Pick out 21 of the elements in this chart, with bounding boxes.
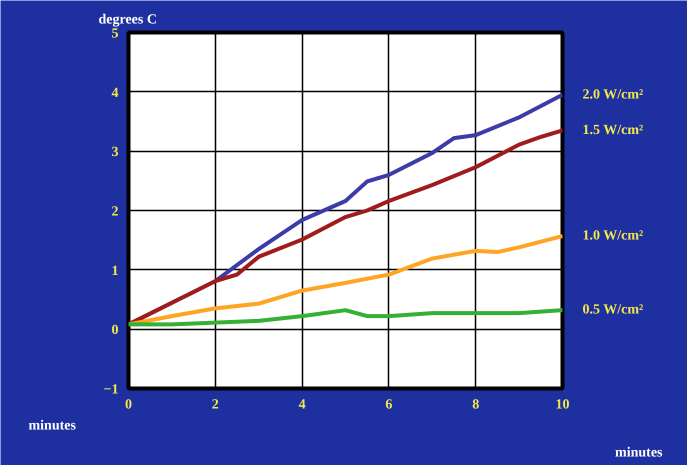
text: minutes <box>615 446 663 460</box>
y-tick-label: 3 <box>112 145 118 160</box>
series-label: 0.5 W/cm² <box>582 302 644 318</box>
x-tick-label: 2 <box>212 398 219 412</box>
line-series <box>128 308 562 326</box>
x-axis-title: minutes <box>28 418 76 434</box>
series-label: 1.5 W/cm² <box>582 122 644 138</box>
x-tick-label: 10 <box>556 398 570 412</box>
y-tick-label: 5 <box>112 26 118 42</box>
y-tick-label: −1 <box>104 382 119 398</box>
x-tick-label: 6 <box>385 398 392 412</box>
y-tick-label: 1 <box>112 264 118 279</box>
y-tick-label: 0 <box>112 323 118 338</box>
x-tick-label: 0 <box>125 398 132 412</box>
y-tick-label: 2 <box>112 204 118 220</box>
series-label: 2.0 W/cm² <box>582 87 644 102</box>
y-axis-title: degrees C <box>98 12 157 28</box>
x-tick-label: 4 <box>298 398 306 412</box>
y-tick-label: 4 <box>112 86 118 101</box>
x-tick-label: 8 <box>472 398 480 412</box>
series-label: 1.0 W/cm² <box>582 228 644 244</box>
